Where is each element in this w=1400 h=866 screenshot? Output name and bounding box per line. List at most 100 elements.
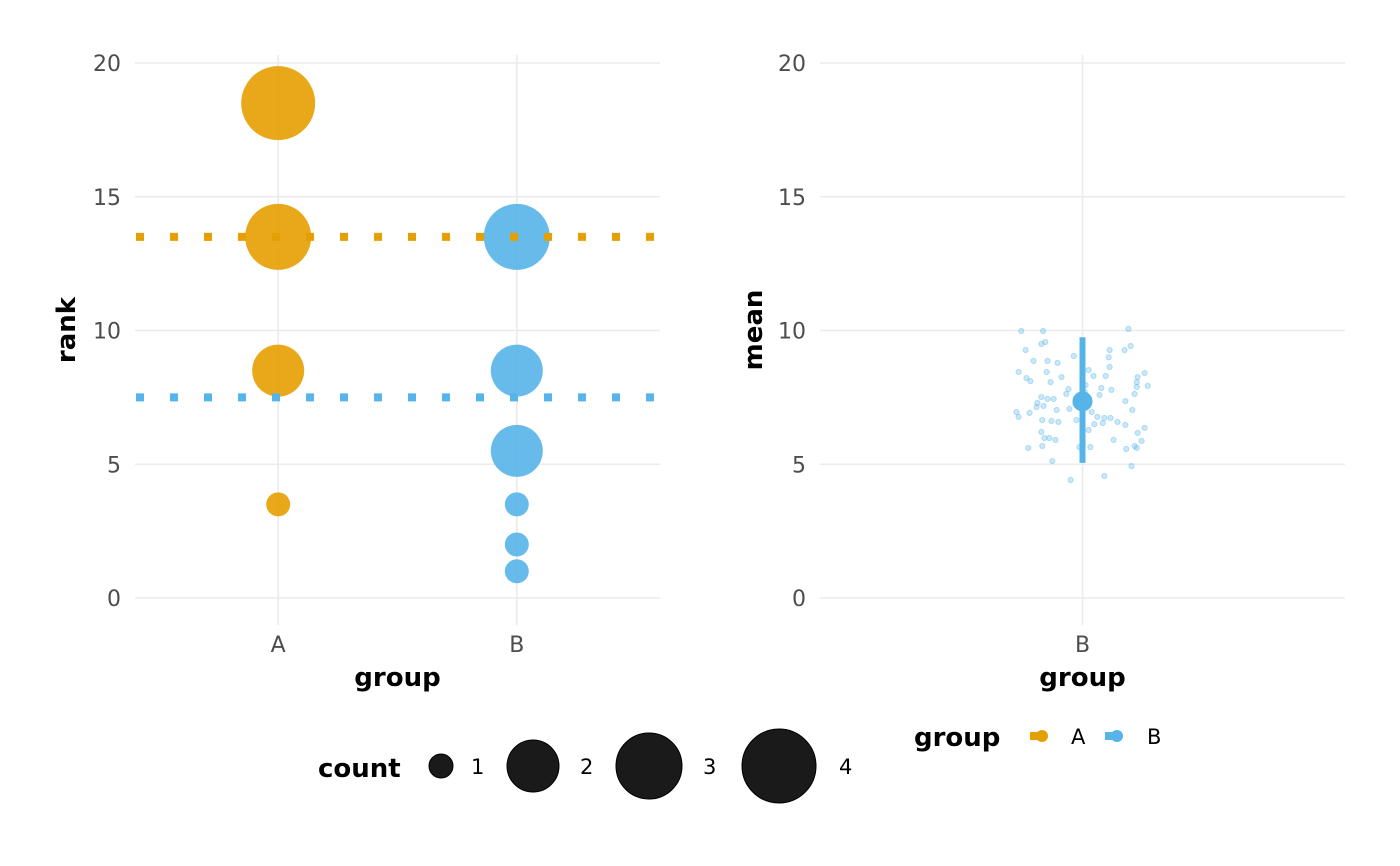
jitter-point — [1070, 352, 1077, 360]
jitter-point — [1013, 408, 1020, 416]
legend-key-count-3 — [615, 732, 683, 800]
jitter-point — [1015, 368, 1022, 376]
rank-point-A — [266, 492, 291, 517]
jitter-point — [1044, 357, 1051, 365]
jitter-point — [1048, 417, 1055, 425]
rank-point-B — [490, 344, 543, 397]
legend-key-count-1 — [428, 753, 454, 779]
jitter-point — [1099, 419, 1106, 427]
jitter-point — [1039, 417, 1046, 424]
y-tick-label: 0 — [107, 587, 121, 612]
jitter-point — [1050, 395, 1057, 403]
jitter-point — [1098, 384, 1105, 392]
jitter-point — [1040, 327, 1047, 335]
y-tick-label: 5 — [107, 453, 121, 478]
jitter-point — [1088, 408, 1095, 416]
jitter-point — [1066, 405, 1073, 412]
jitter-point — [1090, 372, 1097, 380]
jitter-point — [1110, 436, 1117, 444]
y-tick-label: 10 — [778, 320, 806, 345]
jitter-point — [1106, 363, 1113, 370]
jitter-point — [1015, 413, 1022, 421]
jitter-point — [1141, 424, 1148, 431]
jitter-point — [1125, 325, 1132, 332]
jitter-point — [1052, 436, 1059, 444]
rank-point-A — [252, 344, 305, 397]
jitter-point — [1106, 346, 1113, 354]
x-tick-label: B — [1075, 633, 1090, 658]
y-tick-label: 20 — [778, 52, 806, 77]
legend-label: 1 — [471, 755, 484, 779]
jitter-point — [1094, 413, 1101, 421]
legend-key-count-2 — [506, 739, 560, 793]
jitter-point — [1039, 442, 1046, 450]
jitter-point — [1065, 385, 1072, 393]
jitter-point — [1023, 375, 1030, 382]
jitter-point — [1127, 342, 1134, 350]
y-tick-label: 15 — [778, 186, 806, 211]
rank-point-B — [504, 492, 529, 517]
jitter-point — [1034, 399, 1041, 407]
y-tick-label: 15 — [93, 186, 121, 211]
jitter-point — [1121, 346, 1128, 354]
jitter-point — [1041, 434, 1048, 442]
y-tick-label: 0 — [792, 587, 806, 612]
jitter-point — [1040, 402, 1047, 410]
jitter-point — [1133, 383, 1140, 391]
y-tick-label: 5 — [792, 453, 806, 478]
jitter-point — [1122, 421, 1129, 429]
jitter-point — [1085, 366, 1092, 374]
jitter-point — [1087, 444, 1094, 451]
mean-point — [1072, 391, 1093, 412]
jitter-point — [1114, 418, 1121, 426]
jitter-point — [1091, 421, 1098, 428]
legend-title: group — [914, 723, 1000, 753]
legend-key-count-4 — [741, 728, 817, 804]
jitter-point — [1047, 379, 1054, 386]
jitter-point — [1030, 357, 1037, 365]
x-tick-label: B — [509, 633, 524, 658]
jitter-point — [1141, 369, 1148, 377]
jitter-point — [1134, 373, 1141, 381]
jitter-point — [1044, 395, 1051, 403]
jitter-point — [1138, 437, 1145, 445]
y-axis-title: mean — [739, 290, 769, 371]
legend-label: 2 — [580, 755, 593, 779]
jitter-point — [1053, 406, 1060, 414]
jitter-point — [1054, 359, 1061, 366]
x-axis-title: group — [354, 663, 440, 693]
jitter-point — [1129, 406, 1136, 414]
jitter-point — [1026, 409, 1033, 416]
jitter-point — [1144, 382, 1151, 389]
jitter-point — [1027, 377, 1034, 385]
jitter-point — [1018, 327, 1025, 335]
y-tick-label: 20 — [93, 52, 121, 77]
jitter-point — [1038, 394, 1045, 401]
jitter-point — [1022, 346, 1029, 354]
jitter-point — [1025, 444, 1032, 452]
jitter-point — [1105, 354, 1112, 361]
jitter-point — [1096, 391, 1103, 399]
jitter-point — [1063, 390, 1070, 397]
jitter-point — [1067, 476, 1074, 484]
rank-point-A — [241, 66, 316, 141]
jitter-point — [1102, 372, 1109, 380]
jitter-point — [1131, 442, 1138, 450]
legend-key-point-A — [1036, 730, 1048, 742]
rank-point-B — [504, 532, 529, 557]
jitter-point — [1101, 472, 1108, 480]
jitter-point — [1134, 429, 1141, 437]
jitter-point — [1108, 386, 1115, 393]
jitter-point — [1123, 445, 1130, 453]
jitter-point — [1033, 403, 1040, 411]
rank-point-B — [504, 559, 529, 584]
jitter-point — [1073, 417, 1080, 424]
jitter-point — [1107, 414, 1114, 422]
legend-count: count 1 2 3 4 — [318, 728, 852, 804]
jitter-point — [1085, 426, 1092, 434]
jitter-point — [1049, 457, 1056, 465]
jitter-point — [1038, 428, 1045, 435]
rank-point-B — [490, 424, 543, 477]
